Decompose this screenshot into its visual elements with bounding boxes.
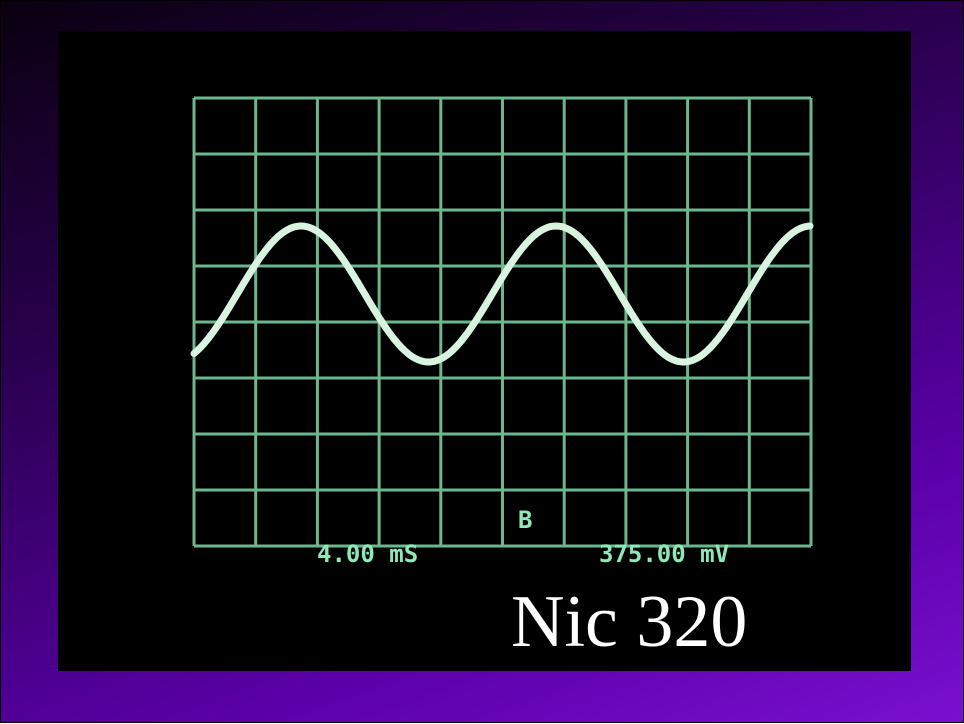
voltage-label: 375.00 mV [599,540,729,568]
graticule [194,98,811,546]
slide: B 4.00 mS 375.00 mV Nic 320 [0,0,964,723]
oscilloscope: B 4.00 mS 375.00 mV Nic 320 [1,1,964,724]
caption: Nic 320 [511,581,747,663]
timebase-label: 4.00 mS [317,540,418,568]
channel-label: B [518,506,532,534]
